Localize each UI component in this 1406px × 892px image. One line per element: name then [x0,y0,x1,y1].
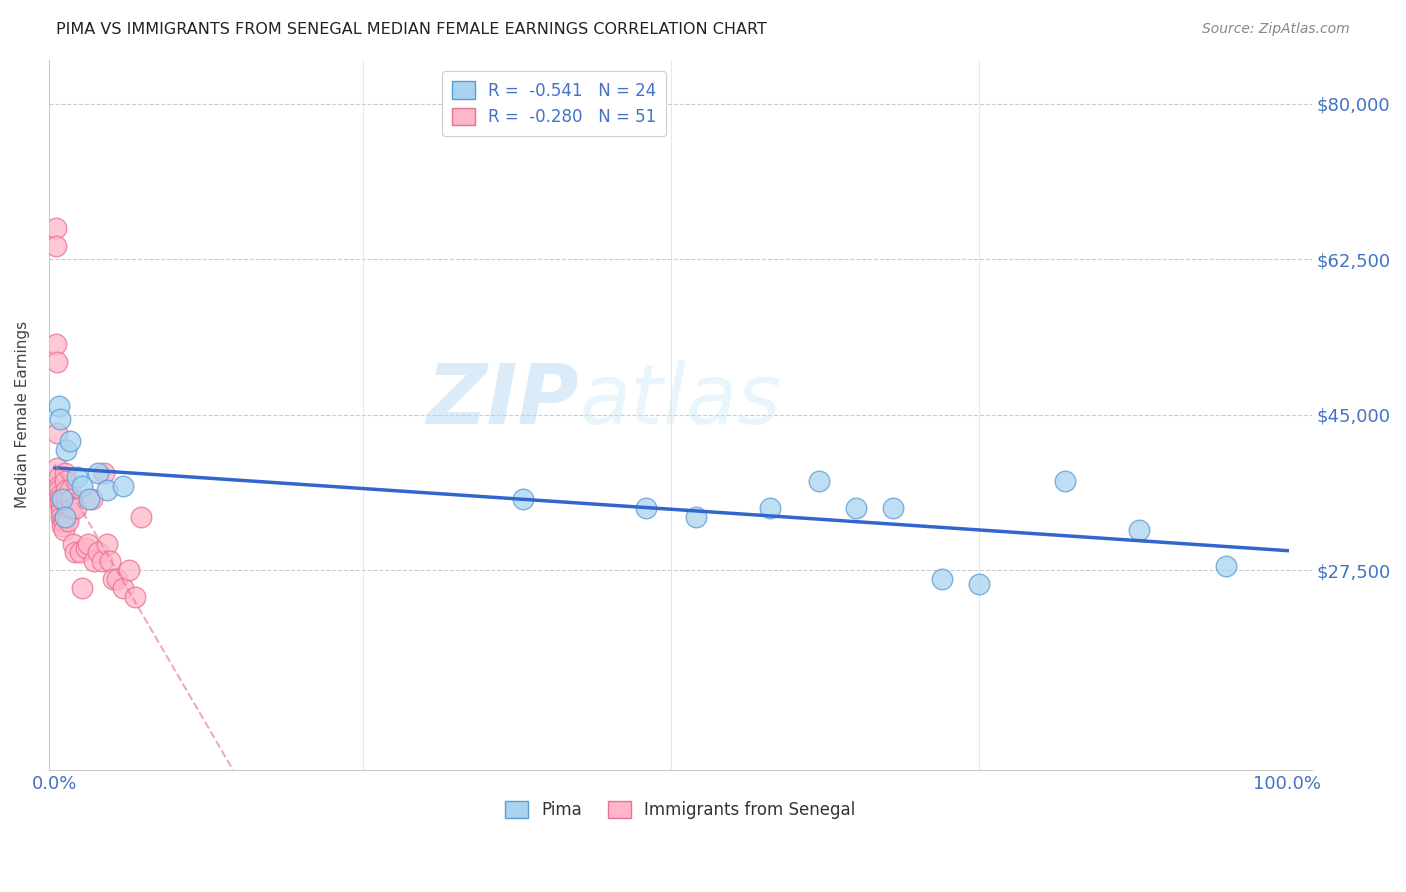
Point [48,399,70,413]
Point [52,523,75,537]
Point [931,572,953,586]
Point [49,412,72,426]
Point [49,506,72,520]
Point [129,510,152,524]
Point [83,554,105,568]
Point [93,466,115,480]
Point [46,461,69,475]
Point [65,501,87,516]
Point [51,492,73,507]
Point [685,510,707,524]
Point [845,501,868,516]
Point [48,470,70,484]
Text: Source: ZipAtlas.com: Source: ZipAtlas.com [1202,22,1350,37]
Point [87,545,110,559]
Point [111,479,134,493]
Point [49,497,72,511]
Point [758,501,780,516]
Point [45,336,67,351]
Point [62,536,84,550]
Point [512,492,534,507]
Point [75,541,97,555]
Point [52,514,75,528]
Point [66,470,89,484]
Point [79,492,101,507]
Point [105,572,128,586]
Point [53,510,76,524]
Point [967,576,990,591]
Y-axis label: Median Female Earnings: Median Female Earnings [15,321,30,508]
Point [70,479,93,493]
Point [59,492,82,507]
Point [96,536,118,550]
Point [55,492,77,507]
Point [807,475,830,489]
Point [58,514,80,528]
Point [63,545,86,559]
Point [77,536,100,550]
Point [56,497,79,511]
Legend: Pima, Immigrants from Senegal: Pima, Immigrants from Senegal [499,794,862,826]
Point [45,239,67,253]
Point [53,475,76,489]
Point [87,466,110,480]
Point [882,501,904,516]
Point [56,501,79,516]
Point [636,501,658,516]
Point [1215,558,1237,573]
Point [58,510,80,524]
Point [1128,523,1150,537]
Point [90,554,112,568]
Point [51,514,73,528]
Point [124,590,146,604]
Point [59,434,82,449]
Point [46,354,69,368]
Point [45,221,67,235]
Point [55,443,77,458]
Point [49,488,72,502]
Point [49,510,72,524]
Point [46,425,69,440]
Point [60,501,83,516]
Point [55,483,77,498]
Point [1054,475,1077,489]
Point [101,572,124,586]
Point [118,563,141,577]
Text: ZIP: ZIP [426,360,579,441]
Point [51,518,73,533]
Point [70,581,93,595]
Point [98,554,121,568]
Text: atlas: atlas [579,360,780,441]
Point [80,492,103,507]
Point [48,483,70,498]
Point [53,466,76,480]
Point [59,483,82,498]
Point [69,545,91,559]
Point [49,501,72,516]
Point [48,479,70,493]
Point [111,581,134,595]
Point [96,483,118,498]
Point [49,492,72,507]
Point [59,501,82,516]
Text: PIMA VS IMMIGRANTS FROM SENEGAL MEDIAN FEMALE EARNINGS CORRELATION CHART: PIMA VS IMMIGRANTS FROM SENEGAL MEDIAN F… [56,22,768,37]
